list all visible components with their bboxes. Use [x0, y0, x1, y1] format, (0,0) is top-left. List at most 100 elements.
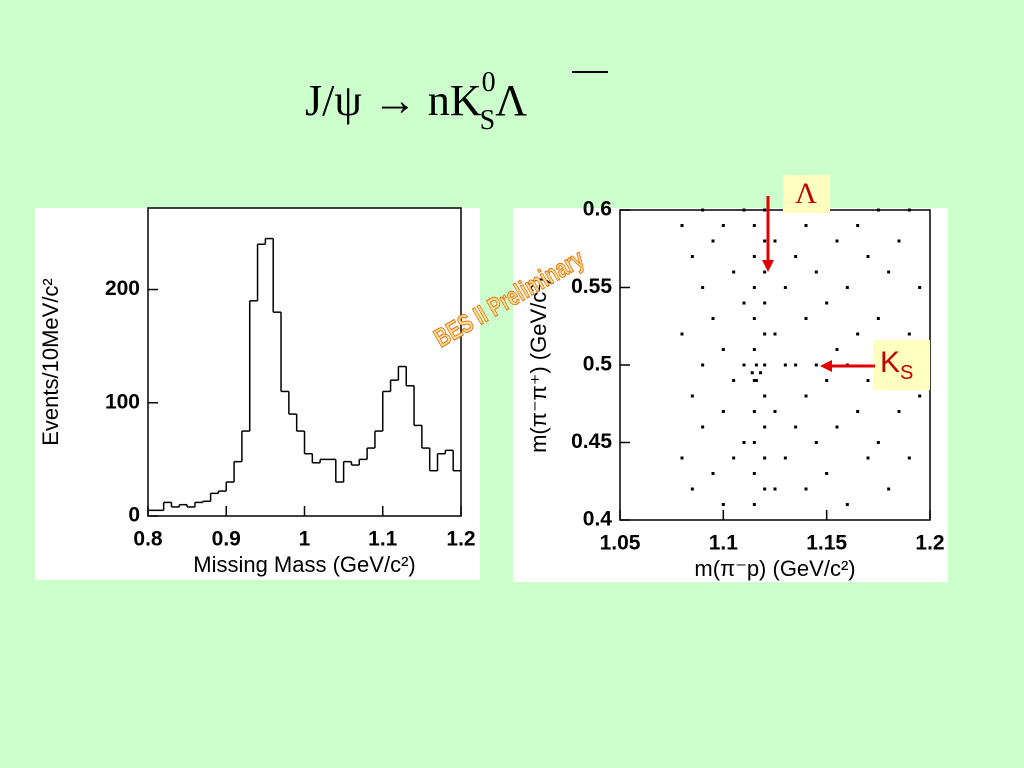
y-tick-label: 0.5	[583, 353, 613, 376]
x-tick-label: 1.15	[806, 532, 847, 555]
scatter-point	[680, 456, 684, 460]
scatter-point	[763, 332, 767, 336]
scatter-point	[701, 286, 705, 289]
scatter-point	[773, 332, 777, 336]
scatter-point	[866, 379, 870, 382]
scatter-point	[835, 425, 839, 429]
scatter-point	[814, 270, 818, 274]
scatter-point	[763, 456, 767, 460]
scatter-point	[721, 348, 725, 351]
scatter-point	[742, 363, 746, 367]
scatter-point	[763, 487, 767, 491]
arrow-head	[820, 360, 832, 372]
scatter-point	[856, 224, 860, 227]
scatter-point	[742, 301, 746, 305]
scatter-point	[783, 286, 787, 289]
y-tick-label: 100	[105, 390, 140, 413]
scatter-point	[711, 239, 715, 243]
scatter-point	[763, 208, 767, 212]
scatter-point	[754, 363, 758, 367]
scatter-point	[732, 379, 736, 382]
scatter-point	[752, 379, 756, 382]
scatter-point	[690, 487, 694, 491]
scatter-point	[680, 332, 684, 336]
y-tick-label: 0.45	[571, 430, 612, 453]
y-tick-label: 0.4	[583, 508, 613, 531]
scatter-point	[750, 371, 754, 375]
scatter-point	[907, 208, 911, 212]
scatter-point	[804, 394, 808, 398]
scatter-point	[835, 239, 839, 243]
scatter-point	[773, 410, 777, 413]
scatter-point	[752, 472, 756, 475]
scatter-point	[825, 379, 829, 382]
scatter-point	[918, 394, 922, 398]
scatter-point	[876, 208, 880, 212]
scatter-point	[897, 239, 901, 243]
x-tick-label: 0.8	[133, 528, 163, 551]
y-tick-label: 0.55	[571, 275, 612, 298]
scatter-point	[763, 425, 767, 429]
annotation: Λ	[795, 177, 817, 210]
scatter-point	[690, 394, 694, 398]
scatter-point	[918, 286, 922, 289]
scatter-point	[825, 301, 829, 305]
scatter-point	[721, 503, 725, 506]
x-axis-label: Missing Mass (GeV/c²)	[193, 552, 415, 577]
scatter-point	[856, 410, 860, 413]
scatter-point	[856, 332, 860, 336]
y-tick-label: 0.6	[583, 198, 612, 221]
scatter-point	[887, 487, 891, 491]
scatter-point	[773, 239, 777, 243]
scatter-point	[721, 410, 725, 413]
scatter-point	[887, 270, 891, 274]
scatter-point	[814, 441, 818, 444]
annotation: KS	[880, 346, 913, 384]
scatter-point	[763, 394, 767, 398]
scatter-point	[804, 487, 808, 491]
scatter-point	[876, 441, 880, 444]
scatter-point	[835, 348, 839, 351]
x-tick-label: 1.2	[915, 532, 944, 555]
x-tick-label: 1.2	[446, 528, 475, 551]
scatter-point	[752, 441, 756, 444]
y-tick-label: 0	[128, 504, 140, 527]
scatter-point	[897, 410, 901, 413]
y-axis-label: m(π⁻π⁺) (GeV/c²)	[526, 277, 551, 453]
annotation-main: K	[880, 346, 900, 379]
x-tick-label: 0.9	[212, 528, 241, 551]
scatter-point	[773, 487, 777, 491]
x-tick-label: 1.1	[368, 528, 398, 551]
scatter-point	[759, 371, 763, 375]
x-axis-label: m(π⁻p) (GeV/c²)	[694, 556, 855, 581]
scatter-point	[752, 255, 756, 258]
scatter-point	[763, 301, 767, 305]
scatter-point	[763, 270, 767, 274]
scatter-point	[721, 224, 725, 227]
scatter-point	[794, 255, 798, 258]
annotation-box	[873, 340, 930, 390]
title-sub: S	[480, 105, 496, 136]
annotation-sub: S	[900, 362, 913, 384]
title-main: J/ψ → nK	[305, 76, 482, 125]
scatter-point	[732, 270, 736, 274]
scatter-point	[783, 363, 787, 367]
slide-title: J/ψ → nK0 SΛ	[305, 67, 527, 136]
x-tick-label: 1.1	[709, 532, 739, 555]
scatter-point	[752, 503, 756, 506]
arrow-head	[762, 260, 774, 272]
scatter-point	[701, 208, 705, 212]
scatter-point	[804, 224, 808, 227]
scatter-point	[701, 425, 705, 429]
title-tail: Λ	[495, 76, 527, 125]
scatter-point	[680, 224, 684, 227]
y-tick-label: 200	[105, 277, 140, 300]
x-tick-label: 1.05	[600, 532, 641, 555]
scatter-point	[825, 472, 829, 475]
scatter-point	[711, 317, 715, 320]
scatter-point	[711, 472, 715, 475]
scatter-point	[752, 224, 756, 227]
scatter-point	[752, 286, 756, 289]
scatter-point	[690, 255, 694, 258]
